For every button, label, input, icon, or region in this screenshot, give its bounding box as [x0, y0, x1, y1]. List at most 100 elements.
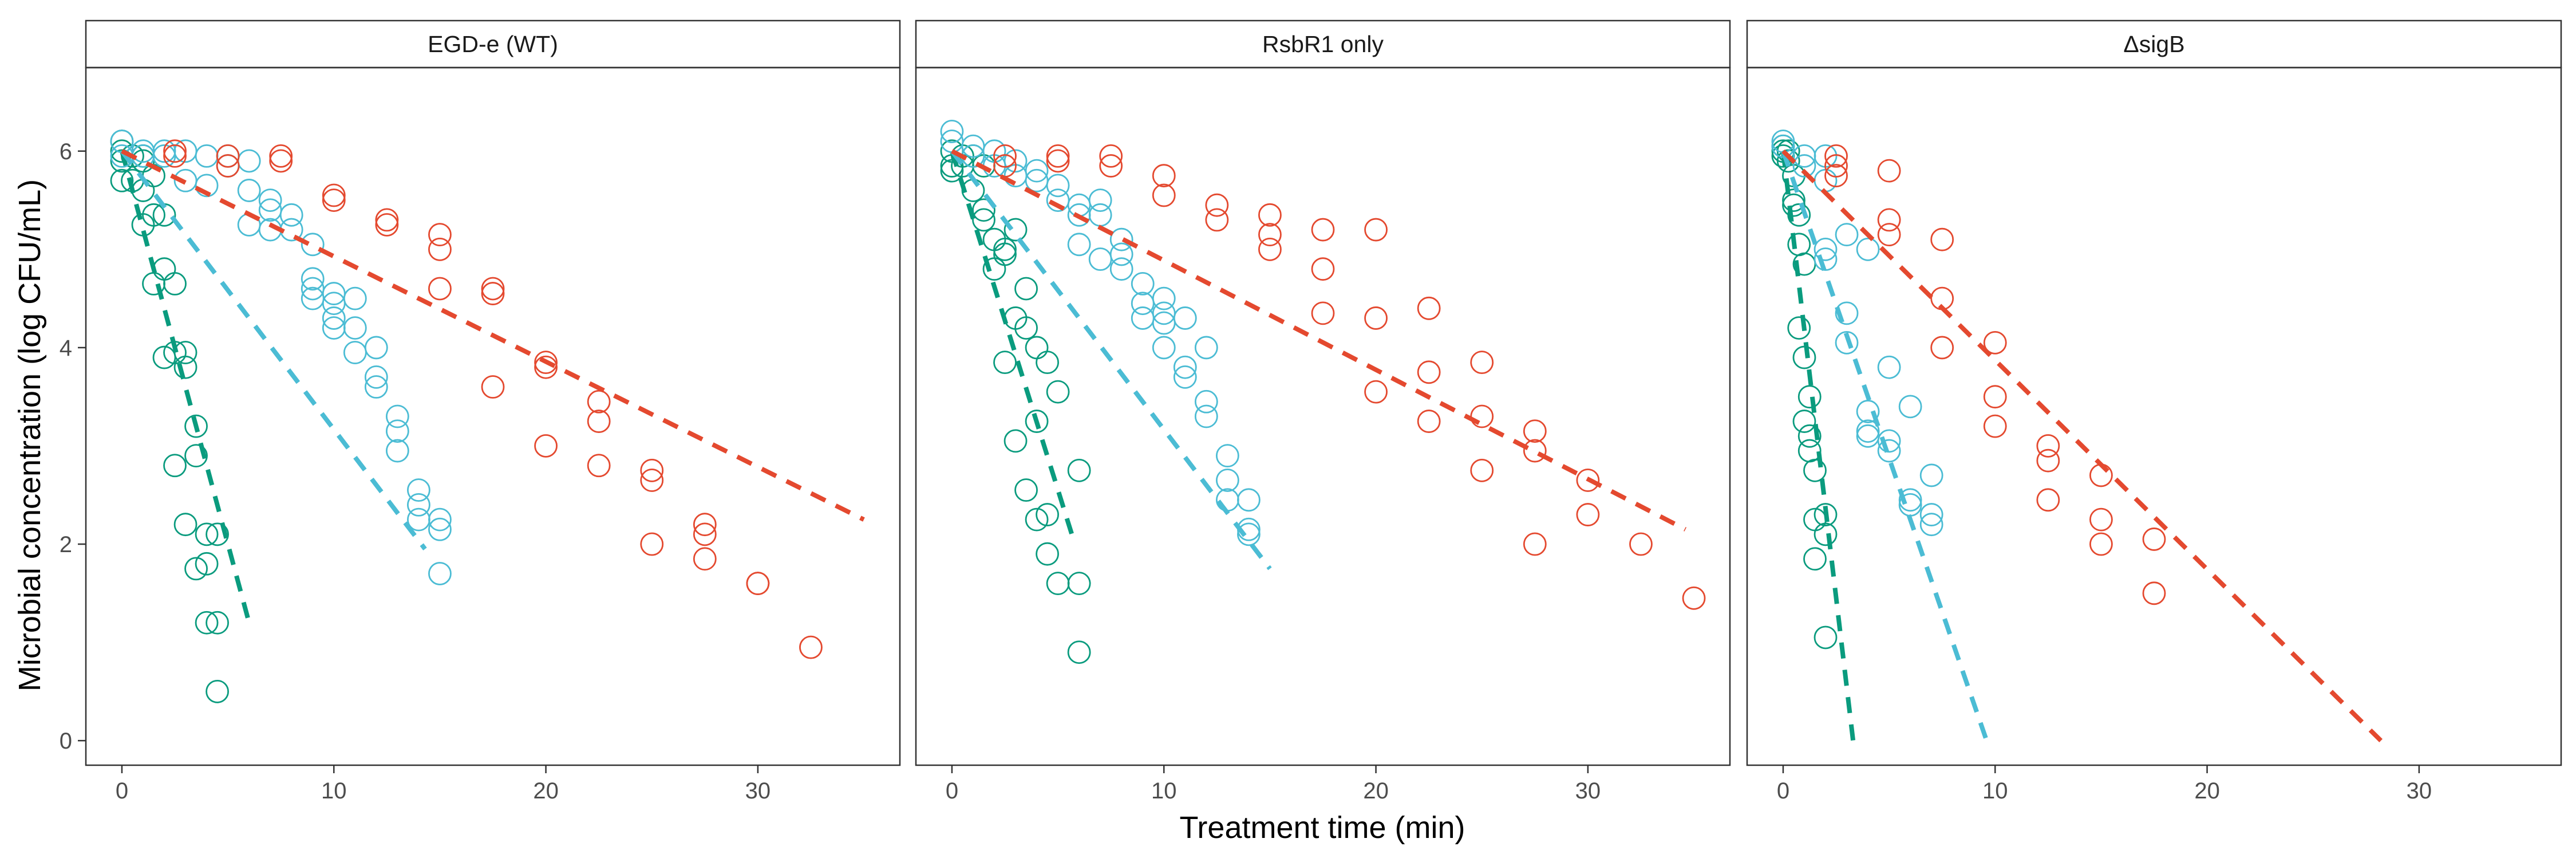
data-point [640, 469, 664, 492]
data-point [940, 120, 964, 143]
data-point [1576, 503, 1600, 526]
data-point [993, 351, 1017, 375]
data-point [1364, 306, 1388, 330]
data-point [1898, 488, 1922, 512]
data-point [269, 149, 293, 173]
data-point [2089, 507, 2113, 532]
data-point [428, 277, 452, 301]
data-point [1036, 542, 1059, 566]
data-point [1523, 419, 1547, 443]
data-point [184, 414, 208, 438]
data-point [364, 375, 388, 399]
data-point [1797, 439, 1822, 463]
data-point [1194, 389, 1218, 414]
data-point [1470, 404, 1494, 428]
data-point [364, 336, 388, 360]
data-point [1152, 286, 1176, 310]
data-point [1803, 547, 1827, 571]
data-point [322, 316, 346, 340]
data-point [1258, 223, 1282, 247]
data-point [1877, 208, 1901, 232]
data-point [2036, 434, 2060, 458]
data-layer [940, 120, 1706, 664]
data-point [195, 522, 219, 546]
data-point [195, 174, 219, 198]
data-point [1856, 424, 1880, 448]
data-point [1152, 164, 1176, 188]
data-point [428, 517, 452, 541]
data-point [1025, 336, 1049, 360]
data-point [993, 237, 1017, 261]
data-point [206, 679, 229, 703]
data-point [1417, 296, 1441, 320]
data-point [301, 233, 325, 257]
data-point [428, 507, 452, 532]
data-point [1036, 351, 1059, 375]
data-point [385, 439, 409, 463]
data-point [1930, 336, 1954, 360]
data-point [746, 572, 770, 596]
data-point [1173, 365, 1197, 389]
data-point [1099, 154, 1123, 178]
panel-1: EGD-e (WT) 0 10 20 30 0 2 4 6 [60, 19, 901, 804]
data-point [1364, 218, 1388, 242]
x-tick-label: 0 [946, 778, 958, 804]
data-point [1417, 410, 1441, 433]
data-point [1824, 154, 1848, 178]
data-point [385, 419, 409, 443]
data-point [1983, 414, 2007, 438]
x-tick-label: 20 [1363, 778, 1389, 804]
data-point [1797, 385, 1822, 409]
data-point [1470, 351, 1494, 375]
data-point [1046, 149, 1070, 173]
data-point [587, 454, 611, 478]
data-point [481, 277, 505, 301]
y-tick-label: 2 [60, 532, 72, 557]
x-tick-label: 0 [116, 778, 128, 804]
data-point [693, 522, 717, 546]
data-point [343, 316, 367, 340]
x-tick-label: 20 [2194, 778, 2220, 804]
fit-line [1781, 150, 1989, 742]
data-point [534, 434, 558, 458]
y-tick-label: 0 [60, 729, 72, 754]
data-point [1898, 395, 1922, 419]
y-axis-title: Microbial concentration (log CFU/mL) [13, 179, 47, 691]
data-point [1856, 400, 1880, 423]
data-point [1417, 360, 1441, 384]
data-point [343, 286, 367, 310]
data-point [1173, 306, 1197, 330]
data-point [173, 513, 197, 537]
data-point [1088, 247, 1112, 271]
data-point [163, 139, 187, 163]
data-point [972, 198, 995, 222]
data-point [1258, 237, 1282, 261]
facet-label: EGD-e (WT) [428, 31, 558, 57]
fit-line [120, 149, 427, 551]
data-point [1046, 174, 1070, 198]
data-point [1067, 640, 1091, 664]
data-point [1983, 330, 2007, 355]
data-point [481, 282, 505, 305]
x-tick-label: 30 [2407, 778, 2432, 804]
data-point [1215, 469, 1239, 492]
fit-line [120, 150, 252, 624]
data-point [1003, 149, 1028, 173]
data-point [1814, 247, 1838, 271]
data-point [2142, 528, 2166, 551]
data-point [1792, 144, 1816, 168]
data-point [1919, 503, 1943, 526]
data-point [1792, 410, 1816, 433]
x-tick-label: 10 [1151, 778, 1177, 804]
data-point [375, 208, 399, 232]
data-point [693, 547, 717, 571]
data-point [1067, 458, 1091, 482]
data-point [1046, 572, 1070, 596]
data-point [1215, 444, 1239, 468]
data-point [301, 267, 325, 291]
data-point [1131, 272, 1155, 296]
data-point [163, 272, 187, 296]
data-point [322, 183, 346, 207]
data-point [1803, 458, 1827, 482]
data-point [1856, 419, 1880, 443]
